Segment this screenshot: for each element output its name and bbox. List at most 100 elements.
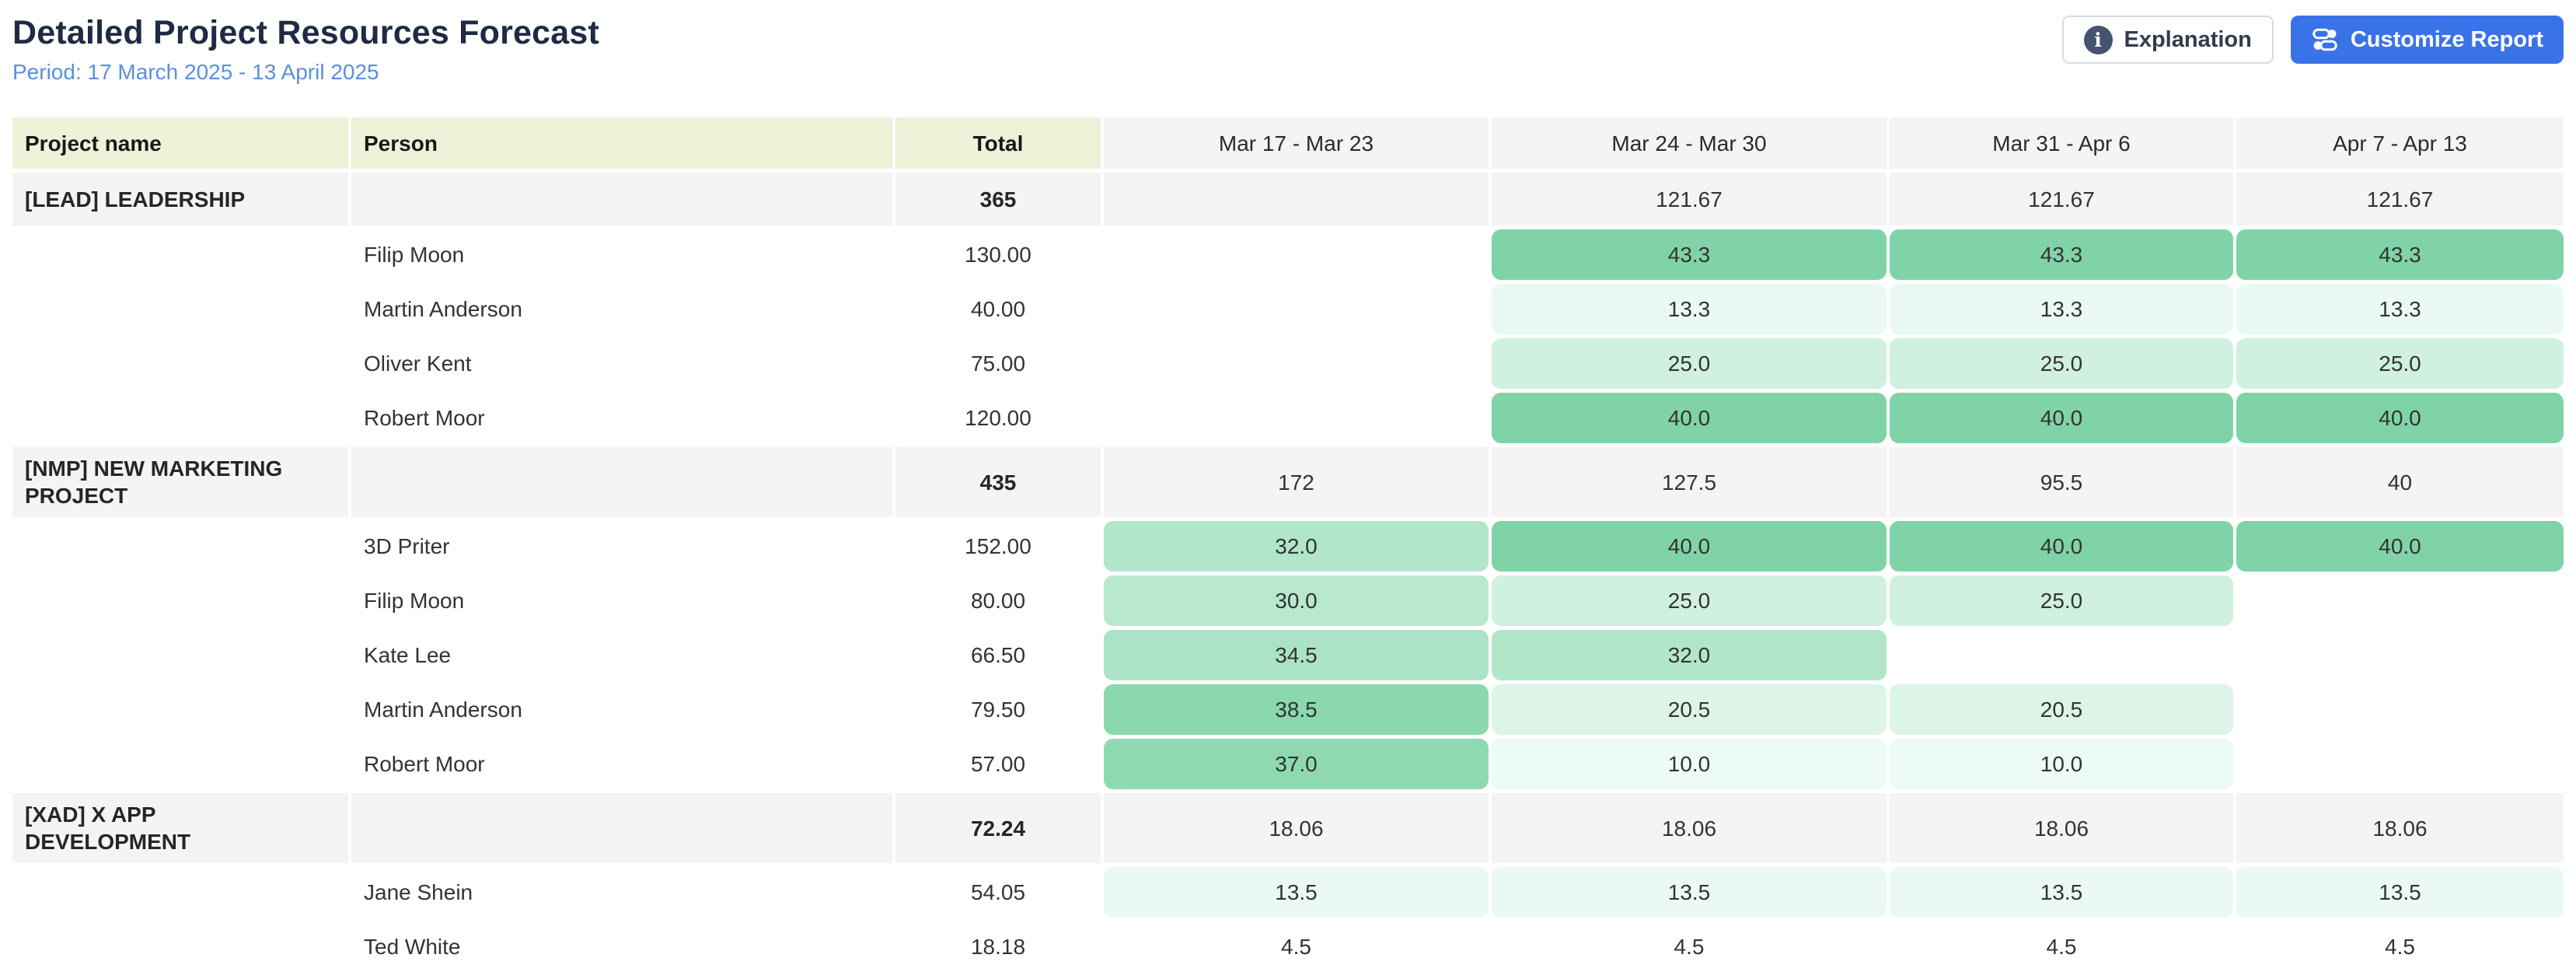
group-week-cell: 40 <box>2236 447 2564 517</box>
person-row: Ted White 18.18 4.5 4.5 4.5 4.5 <box>12 921 2564 972</box>
week-cell <box>1104 338 1489 389</box>
week-cell <box>1104 229 1489 280</box>
col-header-person: Person <box>351 117 892 169</box>
explanation-button-label: Explanation <box>2124 26 2252 52</box>
week-cell <box>2236 575 2564 626</box>
customize-report-button-label: Customize Report <box>2350 26 2543 52</box>
col-header-week-2: Mar 24 - Mar 30 <box>1492 117 1887 169</box>
group-week-cell: 127.5 <box>1492 447 1887 517</box>
person-project-cell <box>12 921 348 972</box>
week-cell: 13.3 <box>2236 284 2564 334</box>
group-week-cell: 18.06 <box>2236 793 2564 863</box>
person-project-cell <box>12 867 348 918</box>
week-cell: 13.5 <box>1104 867 1489 918</box>
group-total-cell: 435 <box>895 447 1101 517</box>
week-cell: 4.5 <box>2236 921 2564 972</box>
group-week-cell: 18.06 <box>1104 793 1489 863</box>
table-body: [LEAD] LEADERSHIP 365 121.67 121.67 121.… <box>12 173 2564 972</box>
week-cell <box>2236 739 2564 789</box>
week-cell: 25.0 <box>2236 338 2564 389</box>
person-project-cell <box>12 521 348 572</box>
person-total-cell: 54.05 <box>895 867 1101 918</box>
week-cell: 38.5 <box>1104 684 1489 735</box>
col-header-week-4: Apr 7 - Apr 13 <box>2236 117 2564 169</box>
week-cell: 40.0 <box>2236 393 2564 443</box>
col-header-week-1: Mar 17 - Mar 23 <box>1104 117 1489 169</box>
group-person-cell <box>351 173 892 226</box>
project-name-cell: [XAD] X APP DEVELOPMENT <box>12 793 348 863</box>
person-name-cell: Oliver Kent <box>351 338 892 389</box>
header-actions: i Explanation Customize Report <box>2061 16 2564 64</box>
person-row: Martin Anderson 40.00 13.3 13.3 13.3 <box>12 284 2564 334</box>
group-week-cell: 95.5 <box>1890 447 2233 517</box>
person-name-cell: Martin Anderson <box>351 684 892 735</box>
person-row: Oliver Kent 75.00 25.0 25.0 25.0 <box>12 338 2564 389</box>
person-project-cell <box>12 630 348 680</box>
person-row: Robert Moor 57.00 37.0 10.0 10.0 <box>12 739 2564 789</box>
person-name-cell: Kate Lee <box>351 630 892 680</box>
week-cell: 13.5 <box>1492 867 1887 918</box>
person-project-cell <box>12 229 348 280</box>
person-total-cell: 120.00 <box>895 393 1101 443</box>
person-name-cell: Robert Moor <box>351 739 892 789</box>
week-cell: 43.3 <box>2236 229 2564 280</box>
col-header-project-name: Project name <box>12 117 348 169</box>
week-cell: 43.3 <box>1890 229 2233 280</box>
week-cell <box>1890 630 2233 680</box>
person-total-cell: 18.18 <box>895 921 1101 972</box>
person-row: Filip Moon 130.00 43.3 43.3 43.3 <box>12 229 2564 280</box>
week-cell: 13.3 <box>1890 284 2233 334</box>
person-row: 3D Priter 152.00 32.0 40.0 40.0 40.0 <box>12 521 2564 572</box>
group-total-cell: 365 <box>895 173 1101 226</box>
person-row: Robert Moor 120.00 40.0 40.0 40.0 <box>12 393 2564 443</box>
person-project-cell <box>12 338 348 389</box>
group-week-cell: 121.67 <box>2236 173 2564 226</box>
forecast-table: Project name Person Total Mar 17 - Mar 2… <box>12 117 2564 972</box>
week-cell: 4.5 <box>1104 921 1489 972</box>
person-total-cell: 79.50 <box>895 684 1101 735</box>
explanation-button[interactable]: i Explanation <box>2061 16 2274 64</box>
customize-report-button[interactable]: Customize Report <box>2290 16 2564 64</box>
person-row: Filip Moon 80.00 30.0 25.0 25.0 <box>12 575 2564 626</box>
group-week-cell: 18.06 <box>1890 793 2233 863</box>
person-total-cell: 57.00 <box>895 739 1101 789</box>
week-cell <box>2236 630 2564 680</box>
person-total-cell: 80.00 <box>895 575 1101 626</box>
col-header-total: Total <box>895 117 1101 169</box>
period-subtitle: Period: 17 March 2025 - 13 April 2025 <box>12 60 379 84</box>
project-group-row: [XAD] X APP DEVELOPMENT 72.24 18.06 18.0… <box>12 793 2564 863</box>
week-cell: 30.0 <box>1104 575 1489 626</box>
person-project-cell <box>12 284 348 334</box>
person-name-cell: 3D Priter <box>351 521 892 572</box>
report-header: Detailed Project Resources Forecast Peri… <box>0 0 2576 85</box>
project-group-row: [NMP] NEW MARKETING PROJECT 435 172 127.… <box>12 447 2564 517</box>
group-week-cell <box>1104 173 1489 226</box>
project-name-cell: [LEAD] LEADERSHIP <box>12 173 348 226</box>
week-cell: 40.0 <box>1492 521 1887 572</box>
week-cell: 40.0 <box>1890 521 2233 572</box>
week-cell: 10.0 <box>1890 739 2233 789</box>
week-cell: 34.5 <box>1104 630 1489 680</box>
person-row: Martin Anderson 79.50 38.5 20.5 20.5 <box>12 684 2564 735</box>
group-week-cell: 121.67 <box>1890 173 2233 226</box>
week-cell: 10.0 <box>1492 739 1887 789</box>
person-project-cell <box>12 575 348 626</box>
group-week-cell: 121.67 <box>1492 173 1887 226</box>
week-cell: 25.0 <box>1492 338 1887 389</box>
person-name-cell: Martin Anderson <box>351 284 892 334</box>
week-cell: 32.0 <box>1492 630 1887 680</box>
group-week-cell: 18.06 <box>1492 793 1887 863</box>
project-name-cell: [NMP] NEW MARKETING PROJECT <box>12 447 348 517</box>
person-row: Jane Shein 54.05 13.5 13.5 13.5 13.5 <box>12 867 2564 918</box>
week-cell: 4.5 <box>1492 921 1887 972</box>
week-cell <box>2236 684 2564 735</box>
week-cell: 37.0 <box>1104 739 1489 789</box>
week-cell: 40.0 <box>1492 393 1887 443</box>
week-cell: 20.5 <box>1890 684 2233 735</box>
group-person-cell <box>351 447 892 517</box>
week-cell: 25.0 <box>1890 575 2233 626</box>
week-cell: 32.0 <box>1104 521 1489 572</box>
person-total-cell: 130.00 <box>895 229 1101 280</box>
col-header-week-3: Mar 31 - Apr 6 <box>1890 117 2233 169</box>
week-cell: 25.0 <box>1890 338 2233 389</box>
